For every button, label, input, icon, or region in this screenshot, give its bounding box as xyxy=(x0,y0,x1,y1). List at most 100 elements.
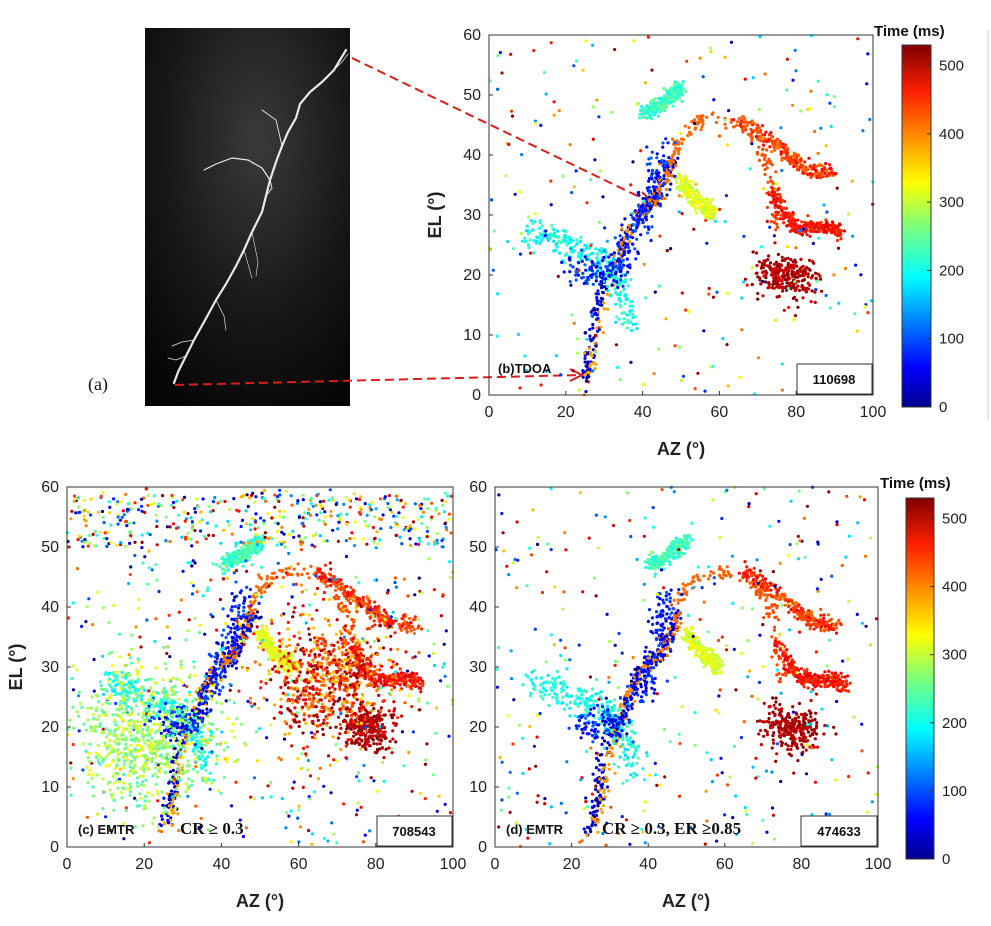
scatter-point xyxy=(491,268,495,272)
scatter-point xyxy=(319,575,323,580)
scatter-point xyxy=(708,217,712,221)
scatter-point xyxy=(655,169,659,173)
scatter-point xyxy=(776,225,780,229)
scatter-point xyxy=(159,698,163,702)
scatter-point xyxy=(699,194,703,199)
scatter-point xyxy=(779,126,783,130)
scatter-point xyxy=(376,713,380,717)
scatter-point xyxy=(676,142,681,146)
scatter-point xyxy=(681,374,686,378)
scatter-point xyxy=(820,164,824,168)
scatter-point xyxy=(622,263,626,267)
scatter-point xyxy=(673,86,677,90)
scatter-point xyxy=(695,188,699,192)
scatter-point xyxy=(809,276,814,280)
scatter-point xyxy=(839,237,843,241)
scatter-point xyxy=(586,380,590,384)
scatter-point xyxy=(629,227,633,231)
scatter-point xyxy=(774,200,778,204)
scatter-point xyxy=(370,722,374,727)
scatter-point xyxy=(649,174,654,178)
panel-b-method-label: (b)TDOA xyxy=(498,361,552,376)
scatter-point xyxy=(265,627,269,631)
scatter-point xyxy=(743,125,747,129)
scatter-point xyxy=(224,699,228,703)
scatter-point xyxy=(671,154,675,158)
scatter-point xyxy=(816,174,820,178)
scatter-point xyxy=(660,194,664,198)
scatter-point xyxy=(835,186,839,190)
scatter-point xyxy=(190,708,194,713)
scatter-point xyxy=(555,242,559,246)
scatter-point xyxy=(601,331,605,335)
scatter-point xyxy=(511,247,516,251)
scatter-point xyxy=(144,678,148,682)
scatter-point xyxy=(670,168,674,172)
scatter-point xyxy=(549,41,553,45)
scatter-point xyxy=(698,114,702,118)
scatter-point xyxy=(220,730,224,734)
scatter-point xyxy=(795,168,800,172)
scatter-point xyxy=(654,110,658,114)
scatter-point xyxy=(781,142,785,146)
scatter-point xyxy=(618,261,622,265)
scatter-point xyxy=(593,350,598,354)
scatter-point xyxy=(200,735,204,739)
scatter-point xyxy=(353,711,357,716)
scatter-point xyxy=(280,651,284,655)
scatter-point xyxy=(677,172,681,176)
scatter-point xyxy=(379,738,384,743)
scatter-point xyxy=(669,162,673,167)
scatter-point xyxy=(259,547,263,551)
scatter-point xyxy=(373,677,377,681)
scatter-point xyxy=(509,52,513,57)
scatter-point xyxy=(690,204,694,208)
scatter-point xyxy=(591,369,595,373)
scatter-point xyxy=(798,225,802,229)
scatter-point xyxy=(394,723,398,728)
scatter-point xyxy=(230,605,234,609)
scatter-point xyxy=(635,102,639,106)
scatter-point xyxy=(345,591,350,595)
scatter-point xyxy=(415,677,419,682)
scatter-point xyxy=(350,595,354,599)
scatter-point xyxy=(633,247,637,251)
scatter-point xyxy=(247,595,252,599)
scatter-point xyxy=(231,622,235,626)
scatter-point xyxy=(843,266,848,271)
scatter-point xyxy=(626,264,630,268)
scatter-point xyxy=(613,47,617,52)
scatter-point xyxy=(230,643,234,648)
scatter-point xyxy=(167,798,171,802)
scatter-point xyxy=(796,159,800,163)
scatter-point xyxy=(836,246,841,250)
scatter-point xyxy=(572,185,576,189)
scatter-point xyxy=(725,343,729,347)
scatter-point xyxy=(309,564,313,569)
scatter-point xyxy=(622,317,626,321)
scatter-point xyxy=(761,271,765,275)
scatter-point xyxy=(365,710,369,714)
scatter-point xyxy=(588,334,592,338)
scatter-point xyxy=(746,132,750,136)
scatter-point xyxy=(661,141,665,145)
scatter-point xyxy=(793,218,797,222)
scatter-point xyxy=(214,676,218,680)
scatter-point xyxy=(359,732,363,737)
scatter-point xyxy=(254,614,258,618)
scatter-point xyxy=(769,131,773,135)
scatter-point xyxy=(808,107,812,111)
scatter-point xyxy=(644,212,648,217)
colorbar-tick-label: 0 xyxy=(939,399,947,416)
scatter-point xyxy=(569,283,573,287)
scatter-point xyxy=(259,591,263,595)
scatter-point xyxy=(638,214,642,218)
scatter-point xyxy=(365,656,370,660)
scatter-point xyxy=(242,605,246,609)
scatter-point xyxy=(628,304,632,308)
scatter-point xyxy=(694,182,698,186)
scatter-point xyxy=(829,124,833,129)
scatter-point xyxy=(599,280,604,284)
scatter-point xyxy=(377,673,381,677)
